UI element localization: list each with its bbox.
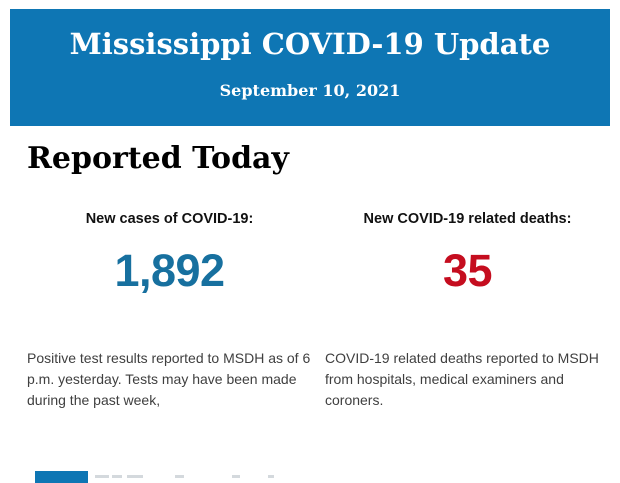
new-deaths-label: New COVID-19 related deaths: <box>363 210 572 227</box>
stats-row: New cases of COVID-19: 1,892 Positive te… <box>27 211 610 411</box>
page-title: Mississippi COVID-19 Update <box>69 27 551 61</box>
stat-new-deaths: New COVID-19 related deaths: 35 COVID-19… <box>325 211 610 411</box>
cutoff-text-remnant <box>268 475 274 478</box>
cutoff-text-remnant <box>175 475 184 478</box>
report-body: Reported Today New cases of COVID-19: 1,… <box>27 126 610 411</box>
new-deaths-value: 35 <box>442 244 493 296</box>
cutoff-content-remnant <box>35 471 88 483</box>
new-deaths-description: COVID-19 related deaths reported to MSDH… <box>325 349 599 408</box>
header-banner: Mississippi COVID-19 Update September 10… <box>10 9 610 126</box>
section-heading: Reported Today <box>27 141 289 176</box>
cutoff-text-remnant <box>95 475 109 478</box>
cutoff-text-remnant <box>127 475 143 478</box>
stat-new-cases: New cases of COVID-19: 1,892 Positive te… <box>27 211 312 411</box>
new-cases-value: 1,892 <box>114 244 225 296</box>
new-cases-description: Positive test results reported to MSDH a… <box>27 349 311 408</box>
cutoff-text-remnant <box>112 475 122 478</box>
report-date: September 10, 2021 <box>219 81 401 101</box>
new-cases-label: New cases of COVID-19: <box>85 210 254 227</box>
cutoff-text-remnant <box>232 475 240 478</box>
